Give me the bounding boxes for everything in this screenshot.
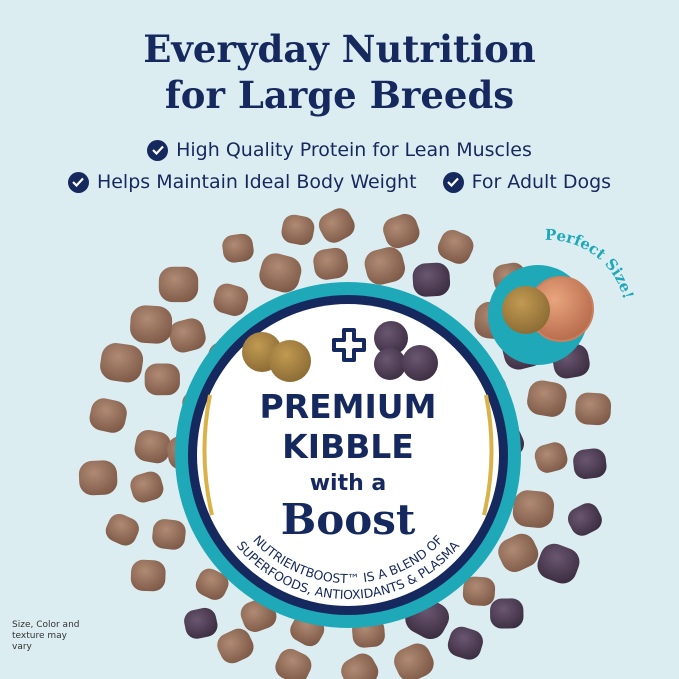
kibble-piece [383,213,420,249]
kibble-piece [152,519,186,550]
headline: Everyday Nutrition for Large Breeds [0,26,679,118]
disclaimer-note: Size, Color and texture may vary [12,620,80,652]
gold-accent-left [202,394,214,516]
check-circle-icon [67,171,89,193]
kibble-piece [158,266,199,303]
kibble-piece [534,442,568,473]
kibble-piece [169,318,206,353]
kibble-piece [100,343,144,383]
kibble-piece [213,283,249,316]
kibble-piece [341,653,379,679]
bullet-text: High Quality Protein for Lean Muscles [176,139,532,161]
kibble-piece [498,533,539,572]
gold-accent-right [482,394,494,516]
kibble-piece [259,253,302,293]
kibble-piece [134,429,171,464]
kibble-piece [490,598,524,629]
kibble-piece [105,513,139,546]
kibble-piece [184,607,218,639]
check-circle-icon [147,139,169,161]
kibble-piece [222,233,254,263]
bullet-row-2: Helps Maintain Ideal Body Weight For Adu… [0,170,679,193]
kibble-piece [573,448,607,479]
boost-kibble-image [374,321,438,381]
headline-line-2: for Large Breeds [164,73,515,117]
badge-with-a: with a [310,471,387,496]
kibble-piece [281,214,315,246]
kibble-piece [217,628,254,664]
kibble-piece [89,398,127,433]
kibble-piece [537,543,580,584]
kibble-piece [313,247,349,280]
badge-boost: Boost [281,495,416,544]
kibble-piece [462,576,496,606]
kibble-piece [130,559,166,592]
bullet-text: For Adult Dogs [471,171,612,193]
badge-kibble: KIBBLE [282,427,414,466]
kibble-piece [130,471,164,503]
kibble-piece [130,305,173,344]
kibble-piece [447,626,483,660]
kibble-piece [394,643,434,679]
badge-premium: PREMIUM [260,387,437,426]
bullet-item: Helps Maintain Ideal Body Weight [67,171,417,193]
kibble-piece [412,262,451,297]
bullet-item: High Quality Protein for Lean Muscles [147,139,532,161]
kibble-piece [195,568,229,600]
kibble-piece [437,229,474,264]
kibble-size-image [502,286,550,334]
bullet-item: For Adult Dogs [442,171,612,193]
kibble-piece [144,363,180,396]
kibble-image [242,332,311,382]
plus-icon [332,328,366,362]
bullet-row-1: High Quality Protein for Lean Muscles [0,138,679,161]
kibble-piece [567,503,602,536]
kibble-piece [364,247,405,285]
bullet-text: Helps Maintain Ideal Body Weight [96,171,417,193]
kibble-piece [275,648,312,679]
headline-line-1: Everyday Nutrition [143,27,536,71]
kibble-piece [527,380,567,417]
check-circle-icon [442,171,464,193]
kibble-piece [512,490,555,528]
kibble-piece [575,392,612,426]
kibble-piece [318,208,355,243]
kibble-piece [78,460,118,496]
